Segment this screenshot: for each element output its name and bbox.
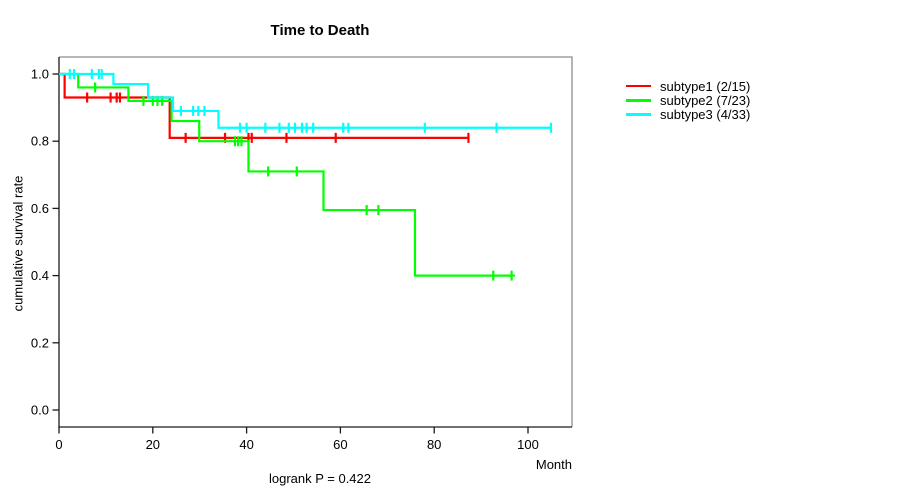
svg-text:40: 40 — [239, 437, 253, 452]
svg-text:20: 20 — [146, 437, 160, 452]
svg-text:0.2: 0.2 — [31, 335, 49, 350]
legend: subtype1 (2/15) subtype2 (7/23) subtype3… — [626, 79, 750, 122]
legend-label-subtype1: subtype1 (2/15) — [660, 78, 751, 94]
svg-text:0.4: 0.4 — [31, 268, 49, 283]
legend-item-subtype2: subtype2 (7/23) — [626, 92, 751, 108]
svg-text:0.6: 0.6 — [31, 201, 49, 216]
legend-line-subtype3 — [626, 113, 651, 116]
chart-title: Time to Death — [270, 22, 370, 39]
legend-line-subtype1 — [626, 84, 651, 88]
legend-item-subtype1: subtype1 (2/15) — [626, 78, 751, 94]
svg-text:100: 100 — [517, 437, 539, 452]
svg-text:0.0: 0.0 — [31, 403, 49, 418]
legend-line-subtype2 — [626, 99, 651, 102]
svg-text:0: 0 — [55, 437, 62, 452]
logrank-p-value: logrank P = 0.422 — [268, 471, 372, 486]
svg-text:60: 60 — [333, 437, 347, 452]
svg-text:0.8: 0.8 — [31, 134, 49, 149]
svg-text:80: 80 — [427, 437, 441, 452]
svg-text:1.0: 1.0 — [31, 67, 49, 82]
legend-item-subtype3: subtype3 (4/33) — [626, 107, 751, 123]
x-axis-label: Month — [535, 457, 572, 472]
legend-label-subtype2: subtype2 (7/23) — [660, 92, 751, 108]
legend-label-subtype3: subtype3 (4/33) — [660, 107, 751, 123]
